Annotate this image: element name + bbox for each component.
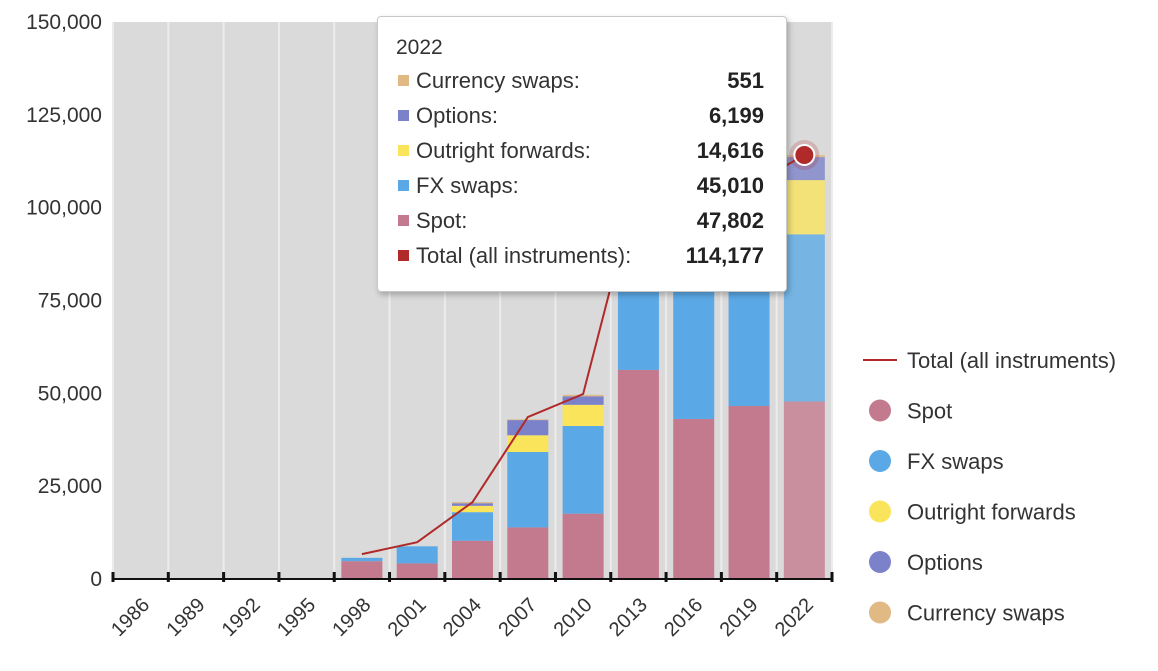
y-tick-label: 125,000 — [26, 104, 102, 127]
legend-item[interactable]: FX swaps — [869, 449, 1004, 474]
x-tick-label: 1986 — [107, 594, 154, 641]
bar-segment[interactable] — [783, 157, 825, 181]
tooltip-label: Outright forwards: — [416, 137, 591, 163]
bar-segment[interactable] — [562, 426, 604, 514]
tooltip-swatch — [398, 110, 409, 121]
tooltip-rows: Currency swaps: 551 Options: 6,199 Outright … — [396, 63, 764, 273]
tooltip-swatch — [398, 215, 409, 226]
bar-segment[interactable] — [562, 394, 604, 397]
tooltip-label: Spot: — [416, 207, 468, 233]
bar-segment[interactable] — [783, 234, 825, 402]
y-tick-label: 50,000 — [38, 382, 102, 405]
tooltip-value: 551 — [727, 67, 764, 93]
legend-dot-marker — [869, 399, 891, 422]
x-tick-label: 2022 — [771, 594, 818, 641]
bar-segment[interactable] — [341, 561, 383, 579]
x-tick-label: 2016 — [660, 594, 707, 641]
legend-label: FX swaps — [907, 449, 1004, 474]
x-tick-label: 2019 — [716, 594, 763, 641]
x-tick-label: 1995 — [273, 594, 320, 641]
highlight-point[interactable] — [793, 144, 816, 167]
tooltip-row: Total (all instruments): 114,177 — [396, 238, 764, 273]
legend-label: Currency swaps — [907, 601, 1065, 626]
legend-item[interactable]: Currency swaps — [869, 601, 1065, 626]
tooltip-swatch — [398, 75, 409, 86]
legend-item[interactable]: Total (all instruments) — [863, 348, 1116, 373]
bar-segment[interactable] — [507, 452, 549, 528]
y-tick-label: 0 — [90, 568, 102, 591]
bar-segment[interactable] — [783, 401, 825, 579]
tooltip-value: 45,010 — [696, 172, 764, 198]
y-tick-label: 25,000 — [38, 475, 102, 498]
bar-segment[interactable] — [783, 180, 825, 235]
tooltip-swatch — [398, 250, 409, 261]
legend-label: Total (all instruments) — [907, 348, 1116, 373]
bar-segment[interactable] — [341, 557, 383, 562]
bar-segment[interactable] — [507, 527, 549, 579]
tooltip-row: Options: 6,199 — [396, 98, 764, 133]
legend-dot-marker — [869, 500, 891, 523]
legend: Total (all instruments) Spot FX swaps Outri… — [863, 348, 1116, 626]
bar-segment[interactable] — [562, 396, 604, 405]
bar-segment[interactable] — [396, 546, 438, 564]
legend-dot-marker — [869, 551, 891, 573]
bar-segment[interactable] — [562, 513, 604, 579]
bar-segment[interactable] — [452, 512, 493, 541]
legend-dot-marker — [869, 601, 891, 624]
x-tick-label: 2010 — [550, 594, 597, 641]
legend-dot-marker — [869, 450, 891, 472]
tooltip-swatch — [398, 145, 409, 156]
legend-label: Outright forwards — [907, 500, 1076, 525]
tooltip-value: 14,616 — [696, 137, 764, 163]
bar-segment[interactable] — [673, 418, 715, 579]
bar-segment[interactable] — [452, 505, 493, 513]
bar-segment[interactable] — [507, 420, 549, 436]
legend-item[interactable]: Options — [869, 550, 983, 575]
bar-segment[interactable] — [617, 369, 659, 579]
tooltip-swatch — [398, 180, 409, 191]
legend-label: Spot — [907, 399, 952, 424]
tooltip-value: 6,199 — [708, 102, 764, 128]
bar-segment[interactable] — [507, 419, 549, 421]
bar-segment[interactable] — [562, 404, 604, 427]
tooltip-value: 47,802 — [696, 207, 764, 233]
bar-segment[interactable] — [507, 435, 549, 453]
legend-item[interactable]: Spot — [869, 399, 952, 424]
tooltip-label: Options: — [416, 102, 498, 128]
x-tick-label: 1998 — [328, 594, 375, 641]
tooltip-header: 2022 — [396, 36, 443, 59]
tooltip-row: Outright forwards: 14,616 — [396, 133, 764, 168]
bar-segment[interactable] — [452, 503, 493, 506]
y-tick-label: 150,000 — [26, 11, 102, 34]
bar-segment[interactable] — [396, 563, 438, 579]
x-tick-label: 2001 — [384, 594, 431, 641]
legend-label: Options — [907, 550, 983, 575]
bar-segment[interactable] — [673, 291, 715, 419]
y-tick-label: 100,000 — [26, 197, 102, 220]
x-tick-label: 2007 — [494, 594, 541, 641]
x-tick-label: 2013 — [605, 594, 652, 641]
x-tick-label: 2004 — [439, 594, 486, 641]
tooltip-label: Total (all instruments): — [416, 242, 632, 268]
y-tick-label: 75,000 — [38, 290, 102, 313]
x-tick-label: 1992 — [218, 594, 265, 641]
tooltip-row: Spot: 47,802 — [396, 203, 764, 238]
bar-segment[interactable] — [452, 540, 493, 579]
tooltip-label: Currency swaps: — [416, 67, 580, 93]
tooltip-label: FX swaps: — [416, 172, 519, 198]
tooltip-row: FX swaps: 45,010 — [396, 168, 764, 203]
tooltip-value: 114,177 — [685, 242, 764, 268]
legend-item[interactable]: Outright forwards — [869, 500, 1076, 525]
bar-segment[interactable] — [728, 405, 770, 579]
tooltip-row: Currency swaps: 551 — [396, 63, 764, 98]
x-tick-label: 1989 — [162, 594, 209, 641]
tooltip: 2022 Currency swaps: 551 Options: 6,199 Outr… — [377, 16, 787, 292]
